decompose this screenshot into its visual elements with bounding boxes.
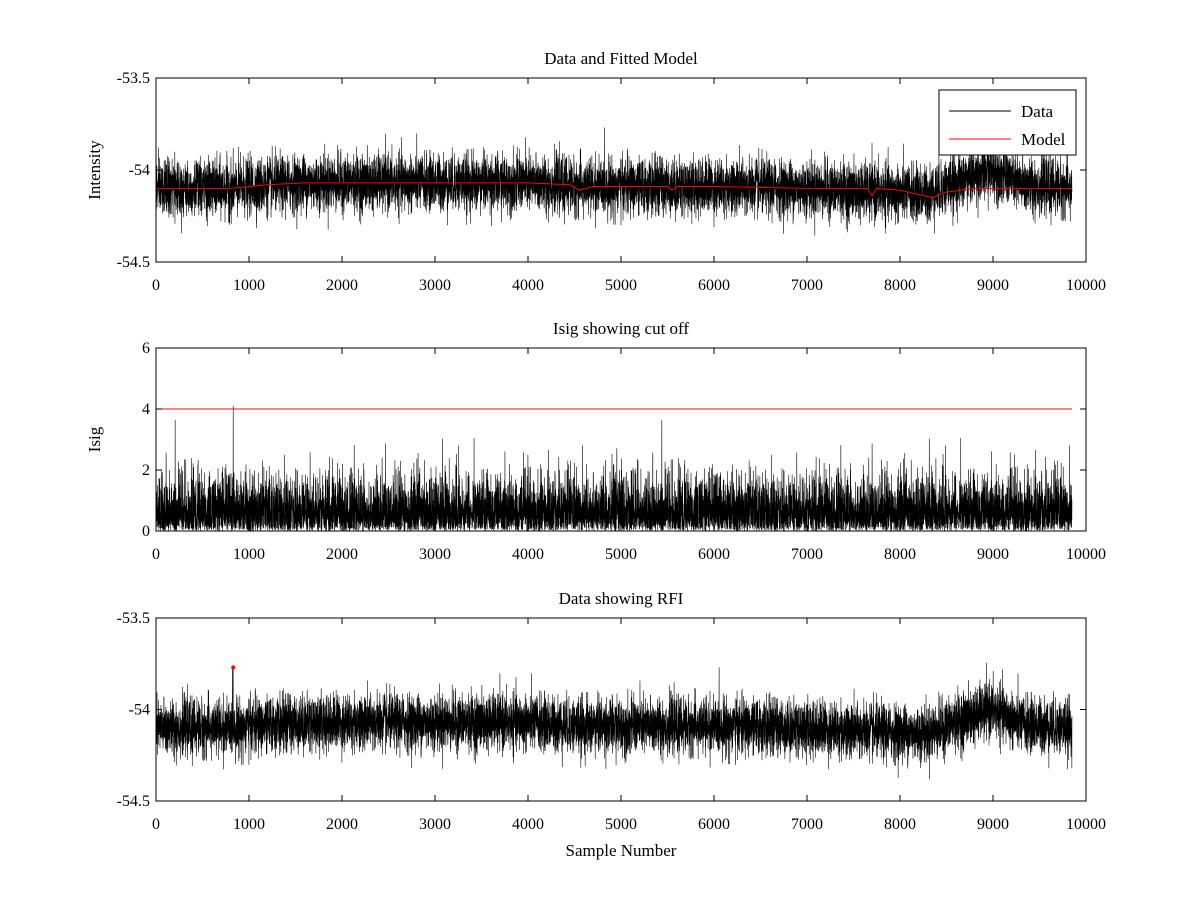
x-tick-label: 7000 <box>791 816 823 833</box>
x-tick-label: 9000 <box>977 546 1009 563</box>
y-axis-label: Intensity <box>85 140 104 200</box>
x-tick-label: 10000 <box>1066 816 1106 833</box>
x-tick-label: 0 <box>152 546 160 563</box>
x-tick-label: 0 <box>152 277 160 294</box>
chart-title: Data showing RFI <box>559 589 684 608</box>
series-isig <box>156 405 1073 531</box>
y-tick-label: -54 <box>129 162 150 179</box>
x-tick-label: 5000 <box>605 546 637 563</box>
plot-area-1 <box>156 405 1073 531</box>
legend-label-data: Data <box>1021 102 1054 121</box>
x-tick-label: 3000 <box>419 277 451 294</box>
plot-area-2 <box>156 662 1073 780</box>
x-tick-label: 3000 <box>419 546 451 563</box>
series-model <box>156 182 1073 199</box>
x-tick-label: 9000 <box>977 277 1009 294</box>
axes-1: 0 1000 2000 3000 4000 5000 6000 7000 8000 9000 100… <box>85 319 1106 563</box>
series-data <box>156 662 1073 780</box>
legend-label-model: Model <box>1021 130 1066 149</box>
y-tick-label: 0 <box>142 523 150 540</box>
x-tick-label: 5000 <box>605 277 637 294</box>
legend: Data Model <box>938 89 1077 156</box>
y-tick-label: -54 <box>129 702 150 719</box>
y-tick-label: 2 <box>142 462 150 479</box>
plot-area-0 <box>156 127 1073 236</box>
x-tick-label: 9000 <box>977 816 1009 833</box>
x-tick-label: 2000 <box>326 546 358 563</box>
x-tick-label: 5000 <box>605 816 637 833</box>
series-data <box>156 127 1073 236</box>
x-tick-label: 4000 <box>512 816 544 833</box>
y-tick-label: -53.5 <box>117 70 150 87</box>
x-tick-label: 3000 <box>419 816 451 833</box>
x-tick-label: 1000 <box>233 816 265 833</box>
axes-2: 0 1000 2000 3000 4000 5000 6000 7000 8000 9000 100… <box>117 589 1106 860</box>
x-tick-label: 10000 <box>1066 546 1106 563</box>
y-tick-label: -54.5 <box>117 254 150 271</box>
x-tick-label: 7000 <box>791 277 823 294</box>
x-tick-label: 0 <box>152 816 160 833</box>
x-tick-label: 6000 <box>698 546 730 563</box>
x-tick-label: 2000 <box>326 277 358 294</box>
x-tick-label: 1000 <box>233 546 265 563</box>
chart-title: Isig showing cut off <box>553 319 689 338</box>
x-tick-label: 1000 <box>233 277 265 294</box>
y-tick-label: -53.5 <box>117 610 150 627</box>
legend-box <box>938 89 1077 156</box>
x-tick-label: 6000 <box>698 816 730 833</box>
x-tick-label: 4000 <box>512 546 544 563</box>
y-tick-label: -54.5 <box>117 793 150 810</box>
x-tick-label: 8000 <box>884 277 916 294</box>
x-tick-label: 10000 <box>1066 277 1106 294</box>
x-axis-label: Sample Number <box>566 841 677 860</box>
y-tick-label: 6 <box>142 340 150 357</box>
x-tick-label: 6000 <box>698 277 730 294</box>
x-tick-label: 8000 <box>884 816 916 833</box>
axes-0: 0 1000 2000 3000 4000 5000 6000 7000 8000 9000 100… <box>85 49 1106 294</box>
x-tick-label: 7000 <box>791 546 823 563</box>
x-tick-label: 8000 <box>884 546 916 563</box>
y-tick-label: 4 <box>142 401 150 418</box>
x-tick-label: 2000 <box>326 816 358 833</box>
y-axis-label: Isig <box>85 426 104 452</box>
chart-title: Data and Fitted Model <box>544 49 698 68</box>
series-rfi-point <box>231 665 236 670</box>
x-tick-label: 4000 <box>512 277 544 294</box>
